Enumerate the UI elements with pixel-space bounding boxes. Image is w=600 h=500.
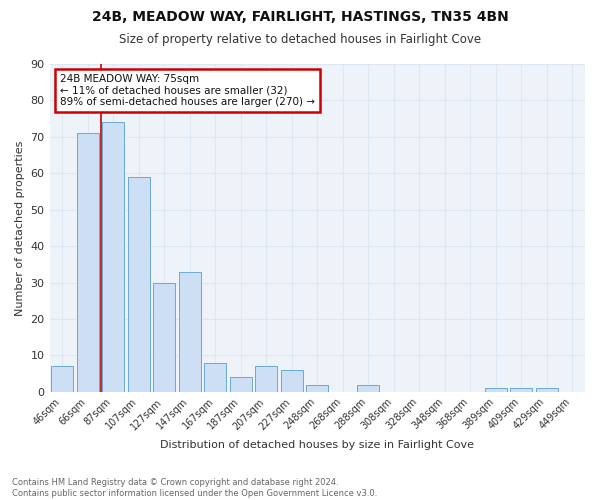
Bar [128,177,149,392]
Bar [179,272,200,392]
Text: Contains HM Land Registry data © Crown copyright and database right 2024.
Contai: Contains HM Land Registry data © Crown c… [12,478,377,498]
Bar [230,377,251,392]
Bar [256,366,277,392]
Y-axis label: Number of detached properties: Number of detached properties [15,140,25,316]
Bar [281,370,302,392]
X-axis label: Distribution of detached houses by size in Fairlight Cove: Distribution of detached houses by size … [160,440,474,450]
Text: 24B MEADOW WAY: 75sqm
← 11% of detached houses are smaller (32)
89% of semi-deta: 24B MEADOW WAY: 75sqm ← 11% of detached … [60,74,315,107]
Bar [103,122,124,392]
Bar [52,366,73,392]
Text: 24B, MEADOW WAY, FAIRLIGHT, HASTINGS, TN35 4BN: 24B, MEADOW WAY, FAIRLIGHT, HASTINGS, TN… [92,10,508,24]
Bar [205,362,226,392]
Bar [511,388,532,392]
Bar [154,282,175,392]
Bar [307,384,328,392]
Bar [77,133,98,392]
Bar [536,388,557,392]
Bar [358,384,379,392]
Bar [485,388,506,392]
Text: Size of property relative to detached houses in Fairlight Cove: Size of property relative to detached ho… [119,32,481,46]
